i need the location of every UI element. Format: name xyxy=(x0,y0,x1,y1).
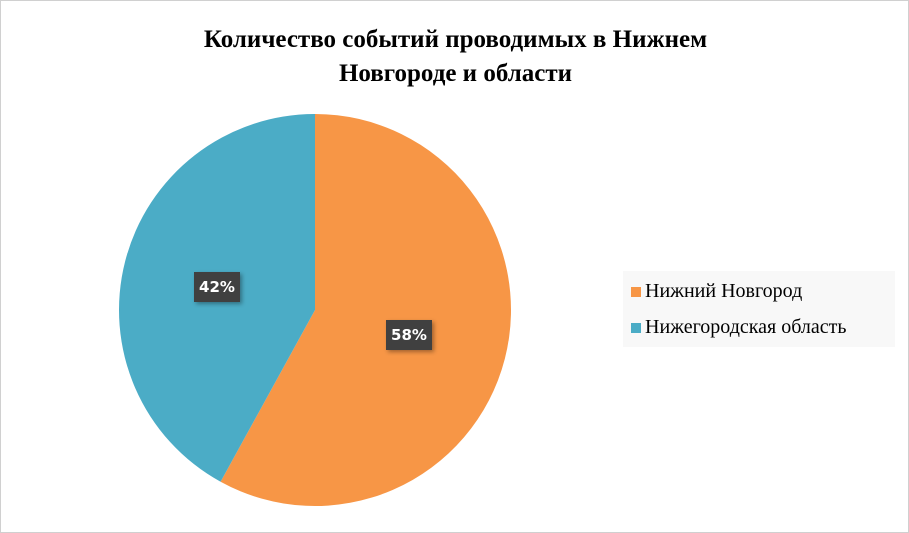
legend-swatch xyxy=(631,286,641,297)
svg-text:58%: 58% xyxy=(391,326,427,344)
data-label-0: 58% xyxy=(386,320,432,350)
legend: Нижний Новгород Нижегородская область xyxy=(623,271,895,347)
pie-slice-0 xyxy=(220,114,511,506)
legend-item-nizhny-novgorod: Нижний Новгород xyxy=(631,280,802,303)
data-label-1: 42% xyxy=(194,272,240,302)
chart-title: Количество событий проводимых в Нижнем Н… xyxy=(203,26,708,87)
svg-text:42%: 42% xyxy=(199,278,235,296)
legend-swatch xyxy=(631,322,641,333)
legend-item-region: Нижегородская область xyxy=(631,316,847,339)
